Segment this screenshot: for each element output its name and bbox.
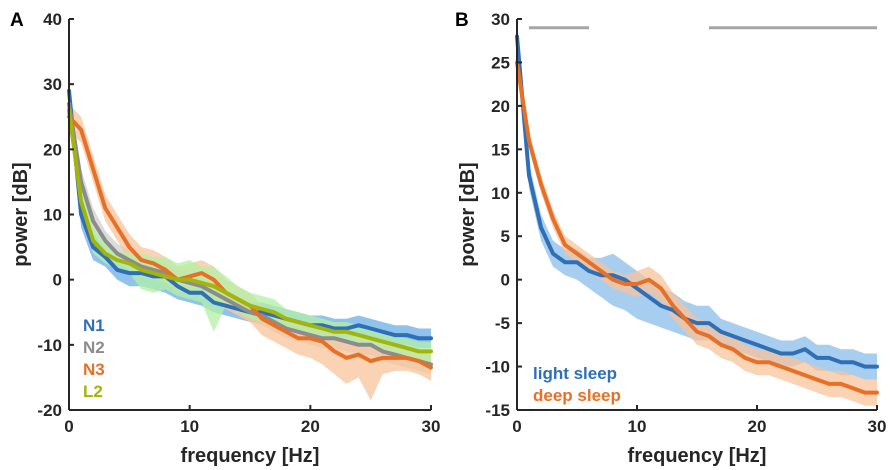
x-tick-label: 0	[512, 417, 521, 436]
x-axis-label: frequency [Hz]	[181, 445, 320, 467]
band-n3	[69, 103, 431, 401]
y-tick-label: 10	[491, 184, 510, 203]
y-tick-label: -10	[37, 336, 62, 355]
band-deep-sleep	[517, 53, 877, 406]
panel-label: A	[10, 10, 24, 31]
legend-entry-n1: N1	[83, 316, 105, 335]
y-tick-label: 20	[43, 140, 62, 159]
y-tick-label: 30	[43, 75, 62, 94]
y-tick-label: 40	[43, 10, 62, 29]
x-tick-label: 10	[628, 417, 647, 436]
line-deep-sleep	[515, 60, 879, 395]
x-tick-label: 20	[301, 417, 320, 436]
y-tick-label: -10	[485, 358, 510, 377]
y-tick-label: 15	[491, 140, 510, 159]
line-l2	[67, 108, 433, 354]
legend-entry-light-sleep: light sleep	[533, 364, 617, 383]
panel-b: -15 -10 -5 0 5 10 15 20 25 30 0 10 20 30 frequency [Hz…	[455, 10, 886, 467]
y-tick-label: 25	[491, 53, 510, 72]
x-tick-label: 30	[422, 417, 441, 436]
y-axis-label: power [dB]	[457, 162, 479, 266]
y-tick-label: -20	[37, 401, 62, 420]
x-tick-label: 30	[868, 417, 887, 436]
x-tick-label: 20	[748, 417, 767, 436]
legend-entry-n2: N2	[83, 338, 105, 357]
line-n2	[67, 101, 433, 367]
band-light-sleep	[517, 27, 877, 380]
x-tick-label: 0	[64, 417, 73, 436]
y-axis-label: power [dB]	[10, 162, 32, 266]
panel-a: -20 -10 0 10 20 30 40 0 10 20 30 frequency [Hz] powe…	[10, 10, 440, 467]
legend-entry-deep-sleep: deep sleep	[533, 386, 621, 405]
y-tick-label: 10	[43, 206, 62, 225]
panel-label: B	[455, 10, 469, 31]
y-tick-label: 20	[491, 97, 510, 116]
x-tick-label: 10	[180, 417, 199, 436]
line-light-sleep	[515, 34, 879, 369]
y-tick-label: -5	[495, 314, 510, 333]
y-tick-label: 0	[501, 271, 510, 290]
y-tick-label: 30	[491, 10, 510, 29]
legend-entry-l2: L2	[83, 382, 103, 401]
x-axis-label: frequency [Hz]	[628, 445, 767, 467]
y-tick-label: 0	[53, 271, 62, 290]
legend-entry-n3: N3	[83, 360, 105, 379]
y-tick-label: 5	[501, 227, 510, 246]
y-tick-label: -15	[485, 401, 510, 420]
